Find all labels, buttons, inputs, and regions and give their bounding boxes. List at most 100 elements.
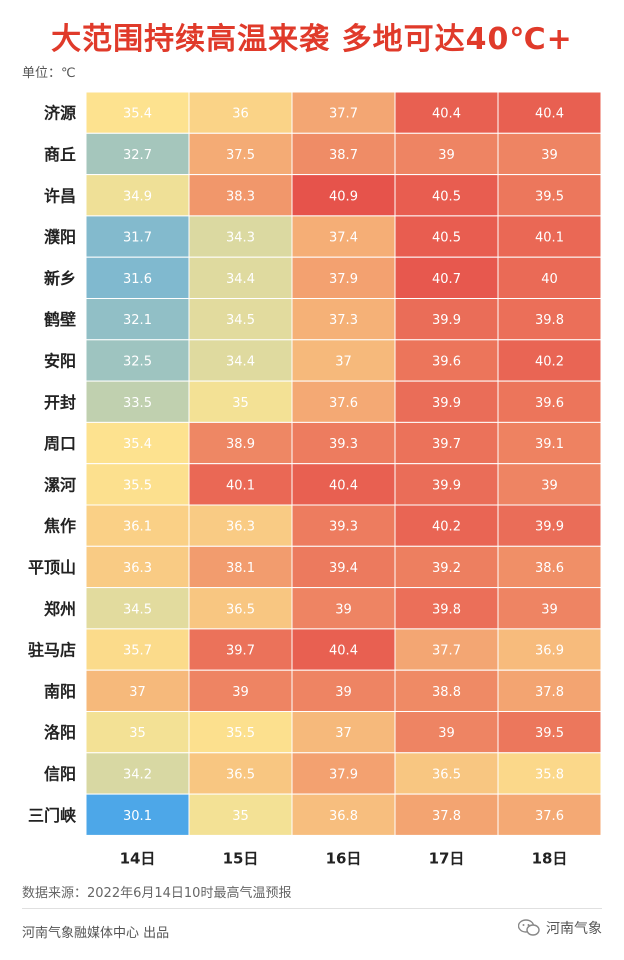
heatmap-cell bbox=[497, 463, 602, 506]
heatmap-cell bbox=[85, 463, 190, 506]
cell-value-label: 37 bbox=[335, 726, 352, 741]
heatmap-cell bbox=[394, 380, 499, 423]
heatmap-cell bbox=[188, 215, 293, 258]
cell-value-label: 38.1 bbox=[226, 561, 255, 576]
row-label: 漯河 bbox=[44, 475, 76, 494]
cell-value-label: 39.5 bbox=[535, 189, 564, 204]
heatmap-cell bbox=[188, 628, 293, 671]
cell-value-label: 40.5 bbox=[432, 189, 461, 204]
heatmap-cell bbox=[497, 504, 602, 547]
heatmap-cell bbox=[188, 669, 293, 713]
cell-value-label: 39 bbox=[335, 602, 352, 617]
cell-value-label: 40.4 bbox=[329, 478, 358, 493]
cell-value-label: 34.2 bbox=[123, 767, 152, 782]
heatmap-cell bbox=[188, 545, 293, 589]
heatmap-cell bbox=[291, 463, 396, 506]
cell-value-label: 36 bbox=[232, 107, 249, 122]
row-label: 济源 bbox=[44, 104, 76, 123]
heatmap-cell bbox=[497, 174, 602, 217]
cell-value-label: 37.7 bbox=[329, 107, 358, 122]
cell-value-label: 34.4 bbox=[226, 272, 255, 287]
heatmap-cell bbox=[85, 91, 190, 134]
heatmap-cell bbox=[497, 132, 602, 176]
heatmap-cell bbox=[394, 587, 499, 630]
cell-value-label: 36.5 bbox=[226, 767, 255, 782]
heatmap-cell bbox=[497, 669, 602, 713]
heatmap-cell bbox=[85, 298, 190, 341]
cell-value-label: 37 bbox=[335, 354, 352, 369]
cell-value-label: 38.8 bbox=[432, 685, 461, 700]
cell-value-label: 39.7 bbox=[432, 437, 461, 452]
cell-value-label: 35.7 bbox=[123, 644, 152, 659]
heatmap-cell bbox=[497, 587, 602, 630]
cell-value-label: 37.4 bbox=[329, 231, 358, 246]
heatmap-cell bbox=[188, 298, 293, 341]
cell-value-label: 40.4 bbox=[535, 107, 564, 122]
cell-value-label: 31.6 bbox=[123, 272, 152, 287]
cell-value-label: 37.5 bbox=[226, 148, 255, 163]
heatmap-cell bbox=[85, 174, 190, 217]
heatmap-cell bbox=[291, 298, 396, 341]
heatmap-cell bbox=[394, 793, 499, 836]
heatmap-cell bbox=[291, 256, 396, 300]
row-label: 安阳 bbox=[44, 351, 76, 370]
cell-value-label: 34.5 bbox=[226, 313, 255, 328]
cell-value-label: 36.1 bbox=[123, 520, 152, 535]
row-label: 许昌 bbox=[44, 186, 76, 205]
heatmap-cell bbox=[291, 793, 396, 836]
cell-value-label: 39 bbox=[541, 478, 558, 493]
heatmap-cell bbox=[85, 504, 190, 547]
cell-value-label: 35 bbox=[129, 726, 146, 741]
cell-value-label: 40.5 bbox=[432, 231, 461, 246]
heatmap-cell bbox=[85, 587, 190, 630]
cell-value-label: 39.5 bbox=[535, 726, 564, 741]
heatmap-cell bbox=[394, 256, 499, 300]
brand-badge: 河南气象 bbox=[517, 918, 602, 938]
heatmap-cell bbox=[85, 215, 190, 258]
column-label: 14日 bbox=[120, 849, 156, 867]
heatmap-cell bbox=[497, 752, 602, 795]
heatmap-cell bbox=[85, 711, 190, 754]
cell-value-label: 39.6 bbox=[535, 396, 564, 411]
heatmap-cell bbox=[188, 380, 293, 423]
cell-value-label: 34.5 bbox=[123, 602, 152, 617]
heatmap-cell bbox=[188, 463, 293, 506]
cell-value-label: 36.9 bbox=[535, 644, 564, 659]
cell-value-label: 38.3 bbox=[226, 189, 255, 204]
cell-value-label: 35.4 bbox=[123, 107, 152, 122]
cell-value-label: 38.7 bbox=[329, 148, 358, 163]
heatmap-cell bbox=[188, 174, 293, 217]
cell-value-label: 40.2 bbox=[535, 354, 564, 369]
heatmap-cell bbox=[188, 132, 293, 176]
heatmap-cell bbox=[394, 504, 499, 547]
footer-divider bbox=[22, 908, 602, 909]
brand-name: 河南气象 bbox=[546, 921, 602, 937]
heatmap-cell bbox=[291, 669, 396, 713]
cell-value-label: 35 bbox=[232, 809, 249, 824]
cell-value-label: 34.4 bbox=[226, 354, 255, 369]
row-label: 开封 bbox=[44, 393, 76, 412]
cell-value-label: 36.3 bbox=[226, 520, 255, 535]
heatmap-cell bbox=[394, 669, 499, 713]
cell-value-label: 39.9 bbox=[432, 396, 461, 411]
cell-value-label: 39 bbox=[541, 602, 558, 617]
heatmap-cell bbox=[85, 545, 190, 589]
cell-value-label: 39.7 bbox=[226, 644, 255, 659]
cell-value-label: 31.7 bbox=[123, 231, 152, 246]
data-source-note: 数据来源：2022年6月14日10时最高气温预报 bbox=[22, 886, 292, 901]
unit-label: 单位：℃ bbox=[22, 66, 76, 81]
row-label: 信阳 bbox=[44, 764, 76, 783]
cell-value-label: 40.1 bbox=[535, 231, 564, 246]
cell-value-label: 40.4 bbox=[432, 107, 461, 122]
heatmap-cell bbox=[85, 793, 190, 836]
cell-value-label: 36.3 bbox=[123, 561, 152, 576]
chart-title: 大范围持续高温来袭 多地可达40℃+ bbox=[51, 22, 573, 57]
cell-value-label: 37.8 bbox=[432, 809, 461, 824]
heatmap-cell bbox=[188, 339, 293, 382]
heatmap-cell bbox=[291, 628, 396, 671]
column-label: 16日 bbox=[326, 849, 362, 867]
cell-value-label: 39.2 bbox=[432, 561, 461, 576]
row-label: 南阳 bbox=[44, 682, 76, 701]
cell-value-label: 37.3 bbox=[329, 313, 358, 328]
heatmap-cell bbox=[497, 256, 602, 300]
